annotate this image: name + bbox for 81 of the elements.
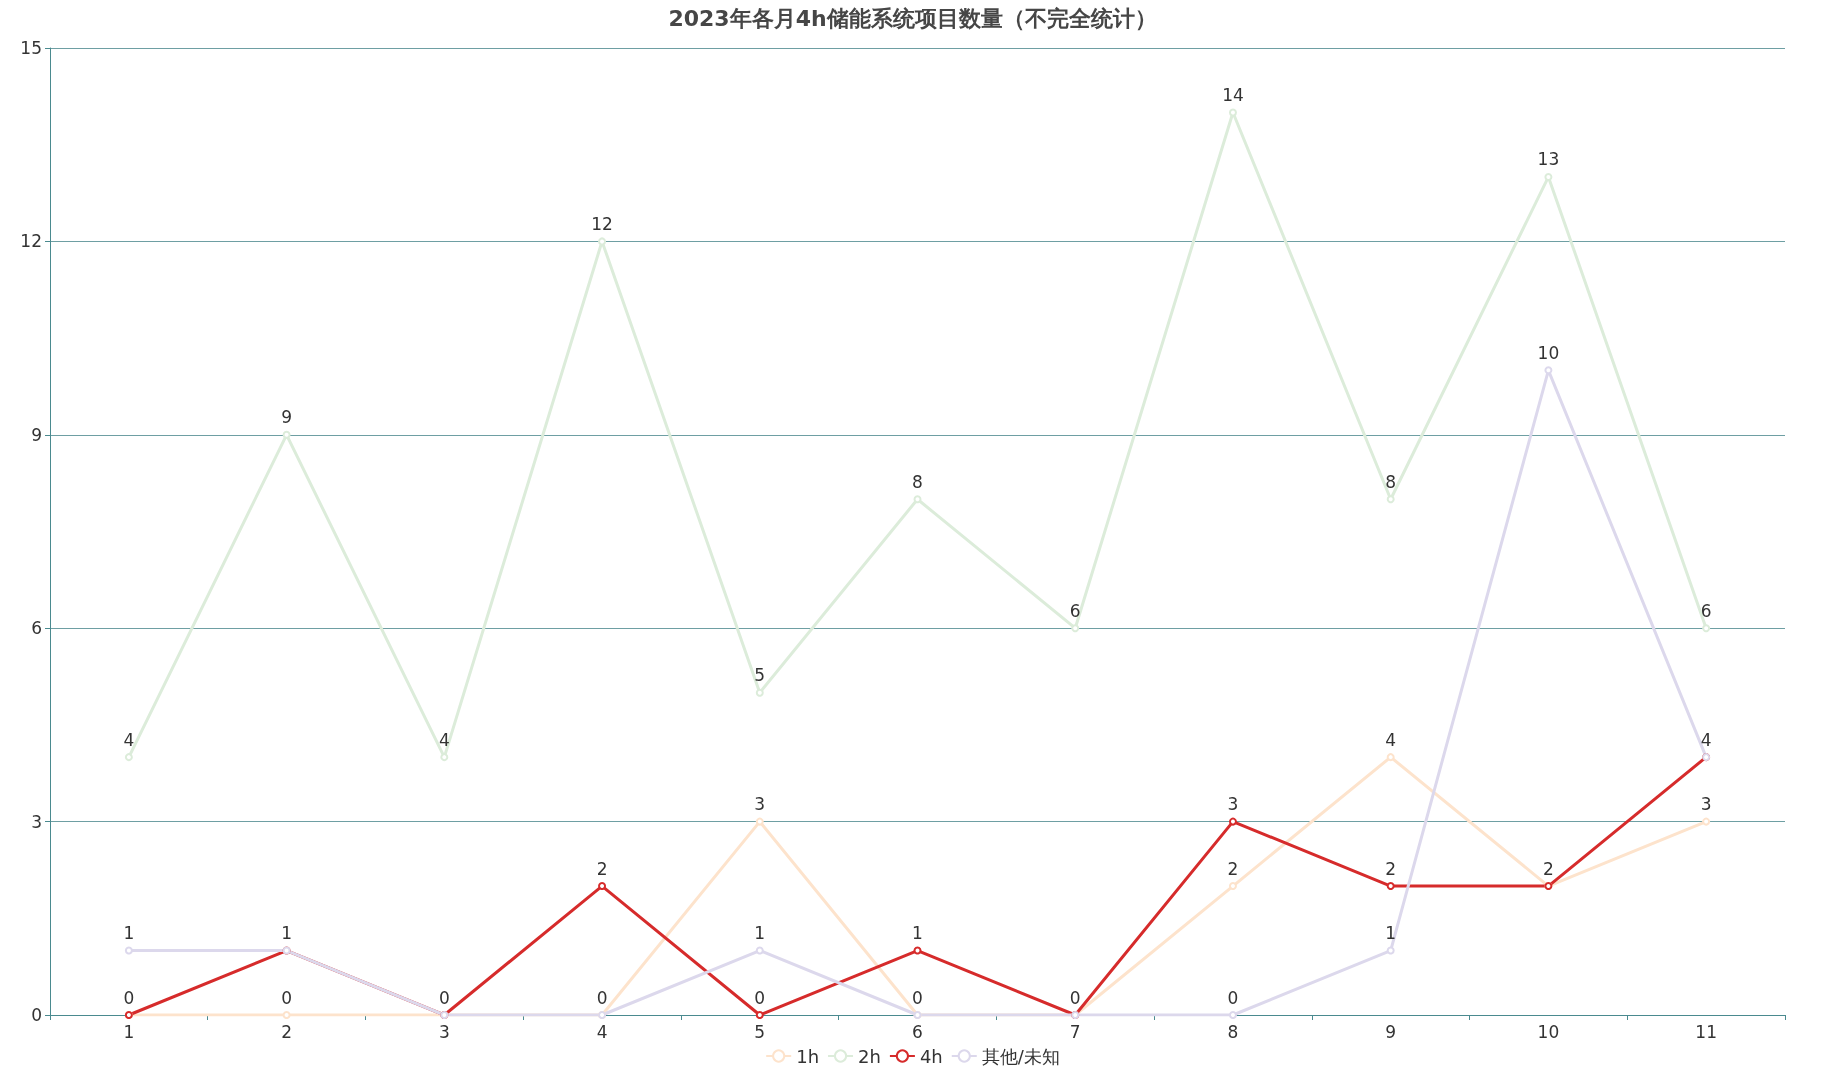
y-tick-label: 12: [20, 231, 42, 252]
x-tick-label: 2: [281, 1021, 292, 1042]
data-label: 4: [438, 729, 450, 750]
data-label: 0: [596, 987, 608, 1008]
data-label: 8: [912, 471, 923, 492]
data-label: 2: [1542, 858, 1554, 879]
x-tick-label: 11: [1695, 1021, 1717, 1042]
data-label: 12: [591, 213, 613, 234]
data-label: 5: [754, 665, 766, 686]
y-tick-label: 0: [31, 1005, 42, 1025]
legend-label: 4h: [919, 1045, 943, 1067]
point: [124, 946, 133, 955]
data-label: 6: [1069, 600, 1081, 621]
data-label: 0: [123, 987, 135, 1008]
x-tick-label: 4: [596, 1021, 608, 1042]
point: [1386, 753, 1395, 762]
data-label: 0: [1227, 987, 1239, 1008]
point: [1228, 882, 1237, 891]
data-label: 6: [1700, 600, 1712, 621]
data-label: 2: [596, 858, 608, 879]
data-label: 4: [123, 729, 135, 750]
data-label: 0: [912, 987, 923, 1008]
data-label: 8: [1385, 471, 1397, 492]
chart-title: 2023年各月4h储能系统项目数量（不完全统计）: [668, 5, 1157, 31]
point: [1702, 817, 1711, 826]
x-tick-label: 1: [123, 1021, 135, 1042]
point: [755, 946, 764, 955]
point: [124, 753, 133, 762]
data-label: 3: [754, 794, 766, 815]
point: [1071, 624, 1080, 633]
legend-label: 2h: [858, 1045, 881, 1067]
y-tick-label: 6: [31, 618, 42, 639]
point: [755, 817, 764, 826]
data-label: 1: [123, 923, 135, 944]
point: [440, 753, 449, 762]
data-label: 1: [1385, 923, 1397, 944]
data-label: 9: [281, 407, 292, 428]
data-label: 1: [281, 923, 292, 944]
data-label: 0: [438, 987, 450, 1008]
point: [1386, 946, 1395, 955]
point: [913, 946, 922, 955]
point: [755, 1011, 764, 1019]
point: [1228, 1011, 1237, 1019]
x-tick-label: 5: [754, 1021, 766, 1042]
y-tick-label: 9: [31, 424, 42, 445]
data-label: 10: [1537, 342, 1560, 363]
legend-label: 其他/未知: [981, 1045, 1060, 1067]
data-label: 4: [1700, 729, 1712, 750]
x-tick-label: 3: [438, 1021, 450, 1042]
x-tick-label: 9: [1385, 1021, 1397, 1042]
point: [282, 1011, 291, 1019]
data-label: 13: [1537, 149, 1560, 170]
point: [1228, 108, 1237, 117]
data-label: 0: [754, 987, 766, 1008]
x-tick-label: 8: [1227, 1021, 1239, 1042]
point: [1386, 882, 1395, 891]
legend-label: 1h: [796, 1045, 820, 1067]
x-tick-label: 10: [1537, 1021, 1560, 1042]
data-label: 14: [1222, 84, 1244, 105]
x-tick-label: 6: [912, 1021, 923, 1042]
data-label: 2: [1227, 858, 1239, 879]
data-label: 0: [281, 987, 292, 1008]
point: [598, 882, 607, 891]
data-label: 2: [1385, 858, 1397, 879]
data-label: 1: [754, 923, 766, 944]
point: [755, 688, 764, 697]
y-tick-label: 3: [31, 811, 42, 832]
point: [598, 237, 607, 246]
data-label: 4: [1385, 729, 1397, 750]
y-tick-label: 15: [20, 38, 42, 58]
data-label: 3: [1227, 794, 1239, 815]
point: [1228, 817, 1237, 826]
data-label: 0: [1069, 987, 1081, 1008]
x-tick-label: 7: [1069, 1021, 1081, 1042]
point: [1544, 172, 1553, 181]
point: [913, 495, 922, 504]
point: [1702, 624, 1711, 633]
data-label: 1: [912, 923, 923, 944]
point: [282, 430, 291, 439]
data-label: 3: [1700, 794, 1712, 815]
point: [1386, 495, 1395, 504]
